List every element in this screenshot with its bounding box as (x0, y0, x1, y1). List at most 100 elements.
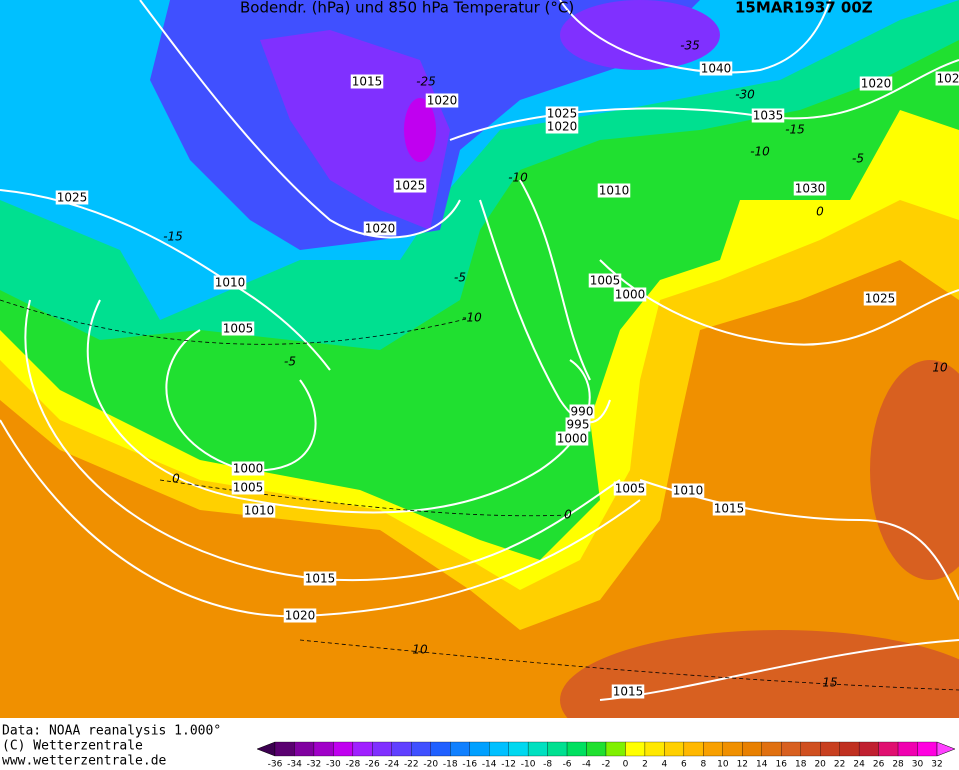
isobar-label-bg (569, 404, 595, 419)
colorbar-label: 30 (912, 760, 924, 770)
contours-temp (0, 299, 959, 691)
colorbar-label: -22 (404, 760, 419, 770)
colorbar-label: 20 (814, 760, 826, 770)
colorbar-label: -36 (268, 760, 283, 770)
isobar-label: 1025 (395, 179, 426, 193)
isobar-label: 1025 (57, 191, 88, 205)
isobar-label-bg (231, 480, 265, 495)
colorbar-label: 10 (717, 760, 729, 770)
isobar-label: 1005 (590, 274, 621, 288)
isobar-label-bg (425, 93, 459, 108)
colorbar-swatch (274, 741, 295, 757)
isobar-label-bg (545, 119, 579, 134)
colorbar-label: -16 (462, 760, 477, 770)
colorbar-swatch (820, 741, 840, 757)
isobar-label: 1020 (547, 120, 578, 134)
colorbar-label: 14 (756, 760, 768, 770)
map-date: 15MAR1937 00Z (735, 0, 873, 17)
colorbar-label: -2 (602, 760, 611, 770)
colorbar-label: 16 (776, 760, 788, 770)
isobar-label-bg (555, 431, 589, 446)
isobar-label-bg (793, 181, 827, 196)
isobar-label: 1005 (223, 322, 254, 336)
temperature-label: -10 (462, 311, 482, 325)
colorbar-label: -10 (521, 760, 536, 770)
colorbar-swatch (411, 741, 431, 757)
temperature-label: -10 (508, 171, 528, 185)
colorbar-swatch (664, 741, 685, 757)
colorbar-swatch (469, 741, 490, 757)
isobar-label: 1025 (865, 292, 896, 306)
colorbar-swatch (644, 741, 665, 757)
colorbar-swatch (294, 741, 315, 757)
isobar-label: 1010 (599, 184, 630, 198)
colorbar-swatch (625, 741, 646, 757)
colorbar-swatch (742, 741, 762, 757)
colorbar-swatch (527, 741, 548, 757)
colorbar-swatch (897, 741, 918, 757)
isobar-label-bg (699, 61, 733, 76)
isobar-label: 1030 (795, 182, 826, 196)
colorbar-label: 12 (737, 760, 748, 770)
temperature-label: -10 (750, 145, 770, 159)
colorbar-swatch (917, 741, 938, 757)
isobar-label-bg (393, 178, 427, 193)
isobar-label: 1015 (305, 572, 336, 586)
temperature-label: -15 (163, 230, 183, 244)
isobar-label-bg (363, 221, 397, 236)
colorbar-label: -28 (346, 760, 361, 770)
isobar-label: 1020 (861, 77, 892, 91)
temperature-label: 0 (816, 205, 824, 219)
isobar-label-bg (283, 608, 317, 623)
temperature-label: -5 (454, 271, 466, 285)
colorbar-label: -20 (423, 760, 438, 770)
colorbar-label: -32 (307, 760, 322, 770)
isobar-label-bg (565, 417, 591, 432)
colorbar-swatch (722, 741, 743, 757)
isobar-label-bg (231, 461, 265, 476)
isobar-label: 990 (571, 405, 594, 419)
isobar-label-bg (863, 291, 897, 306)
isobar-label-bg (545, 106, 579, 121)
isobar-label-bg (671, 483, 705, 498)
colorbar-swatch (372, 741, 392, 757)
isobar-label: 1000 (557, 432, 588, 446)
colorbar-swatch (333, 741, 354, 757)
colorbar-label: 0 (623, 760, 629, 770)
temperature-label: -30 (735, 88, 755, 102)
isobar-label: 102 (937, 72, 959, 86)
isobar-label: 1020 (427, 94, 458, 108)
colorbar-swatch (391, 741, 412, 757)
isobar-label-bg (242, 503, 276, 518)
temperature-label: 10 (932, 361, 948, 375)
colorbar-swatch (313, 741, 334, 757)
isobar-label-bg (597, 183, 631, 198)
colorbar-swatch (508, 741, 529, 757)
colorbar-label: 6 (681, 760, 687, 770)
isobar-label-bg (712, 501, 746, 516)
isobar-label-bg (213, 275, 247, 290)
colorbar-label: -6 (563, 760, 572, 770)
colorbar-swatch (430, 741, 451, 757)
colorbar-label: -18 (443, 760, 458, 770)
temperature-label: 10 (412, 643, 428, 657)
isobar-label: 1015 (613, 685, 644, 699)
isobar-label: 1020 (365, 222, 396, 236)
colorbar-label: -30 (326, 760, 341, 770)
isobar-label-bg (859, 76, 893, 91)
colorbar-label: 4 (662, 760, 668, 770)
colorbar-label: -12 (501, 760, 516, 770)
isobar-label-bg (303, 571, 337, 586)
colorbar-swatch (800, 741, 821, 757)
isobar-label: 1000 (615, 288, 646, 302)
colorbar-swatch (586, 741, 607, 757)
isobar-label-bg (55, 190, 89, 205)
temperature-label: -15 (785, 123, 805, 137)
colorbar-label: -4 (582, 760, 591, 770)
colorbar-swatch (683, 741, 704, 757)
colorbar-label: 24 (853, 760, 865, 770)
isobar-label: 1005 (233, 481, 264, 495)
